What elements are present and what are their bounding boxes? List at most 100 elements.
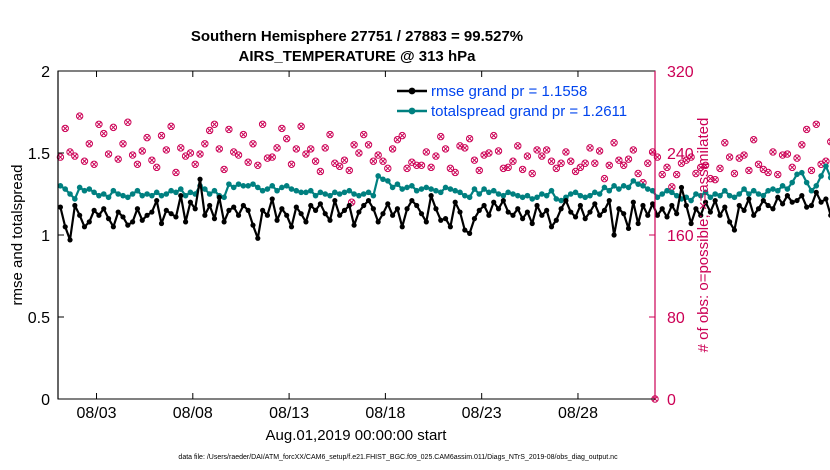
totalspread-point bbox=[640, 183, 646, 189]
obs-assimilated-point bbox=[573, 168, 579, 175]
rmse-point bbox=[221, 219, 227, 225]
obs-assimilated-point bbox=[91, 161, 97, 167]
obs-assimilated-point bbox=[77, 113, 83, 119]
rmse-point bbox=[467, 230, 473, 236]
obs-possible-point bbox=[355, 149, 363, 157]
totalspread-point bbox=[823, 163, 829, 169]
obs-possible-point bbox=[128, 151, 137, 159]
x-tick-label: 08/23 bbox=[462, 405, 502, 422]
obs-assimilated-point bbox=[597, 148, 603, 154]
obs-assimilated-point bbox=[298, 123, 304, 129]
totalspread-point bbox=[784, 186, 791, 192]
rmse-point bbox=[587, 209, 593, 215]
obs-assimilated-point bbox=[385, 165, 391, 171]
totalspread-point bbox=[808, 187, 815, 194]
obs-possible-point bbox=[186, 149, 195, 157]
totalspread-point bbox=[731, 194, 738, 201]
obs-assimilated-point bbox=[770, 149, 776, 155]
obs-assimilated-point bbox=[269, 154, 275, 160]
obs-assimilated-point bbox=[303, 151, 309, 157]
obs-assimilated-point bbox=[375, 152, 381, 158]
legend-totalspread-label: totalspread grand pr = 1.2611 bbox=[431, 103, 627, 120]
obs-possible-point bbox=[292, 145, 301, 153]
totalspread-point bbox=[548, 187, 555, 194]
obs-assimilated-point bbox=[688, 154, 694, 160]
totalspread-point bbox=[423, 184, 430, 191]
obs-assimilated-point bbox=[736, 155, 742, 161]
rmse-point bbox=[105, 216, 112, 222]
obs-possible-point bbox=[827, 138, 830, 146]
totalspread-point bbox=[230, 184, 237, 191]
totalspread-point bbox=[312, 192, 319, 199]
chart-title: Southern Hemisphere 27751 / 27883 = 99.5… bbox=[191, 28, 523, 45]
rmse-point bbox=[597, 212, 603, 218]
obs-possible-point bbox=[307, 145, 315, 153]
obs-assimilated-point bbox=[221, 166, 227, 172]
totalspread-point bbox=[630, 178, 637, 184]
obs-possible-point bbox=[509, 157, 517, 165]
obs-assimilated-point bbox=[317, 168, 323, 175]
left-y-axis-label: rmse and totalspread bbox=[9, 165, 26, 306]
totalspread-point bbox=[442, 184, 449, 191]
obs-assimilated-point bbox=[500, 165, 506, 171]
obs-assimilated-point bbox=[722, 140, 728, 146]
totalspread-point bbox=[250, 181, 256, 187]
rmse-point bbox=[577, 202, 583, 209]
rmse-point bbox=[187, 199, 193, 205]
rmse-point bbox=[645, 212, 651, 218]
rmse-point bbox=[365, 197, 372, 204]
obs-assimilated-point bbox=[255, 162, 261, 168]
obs-possible-point bbox=[475, 166, 483, 175]
totalspread-point bbox=[582, 194, 588, 201]
obs-possible-point bbox=[56, 153, 65, 161]
obs-possible-point bbox=[311, 157, 320, 165]
totalspread-point bbox=[428, 186, 434, 192]
obs-assimilated-point bbox=[327, 131, 333, 138]
rmse-point bbox=[375, 219, 381, 225]
rmse-point bbox=[72, 202, 78, 209]
rmse-point bbox=[558, 206, 564, 212]
rmse-point bbox=[491, 199, 497, 205]
rmse-point bbox=[563, 197, 569, 204]
obs-possible-point bbox=[201, 140, 209, 148]
rmse-point bbox=[804, 204, 810, 210]
rmse-point bbox=[168, 211, 174, 217]
obs-assimilated-point bbox=[524, 153, 530, 159]
obs-possible-point bbox=[648, 148, 657, 156]
obs-possible-point bbox=[148, 156, 156, 164]
totalspread-point bbox=[558, 197, 564, 204]
totalspread-point bbox=[803, 179, 810, 186]
rmse-point bbox=[693, 206, 699, 212]
obs-assimilated-point bbox=[587, 145, 593, 151]
rmse-point bbox=[120, 214, 126, 220]
left-y-tick-label: 1 bbox=[41, 228, 50, 245]
totalspread-point bbox=[447, 186, 454, 192]
rmse-point bbox=[337, 212, 343, 218]
totalspread-point bbox=[149, 192, 155, 199]
rmse-point bbox=[269, 196, 275, 202]
obs-assimilated-point bbox=[447, 165, 453, 171]
totalspread-point bbox=[139, 192, 146, 199]
rmse-point bbox=[341, 207, 348, 213]
obs-assimilated-point bbox=[702, 162, 709, 168]
obs-possible-point bbox=[740, 151, 748, 159]
obs-possible-point bbox=[167, 122, 175, 131]
totalspread-point bbox=[770, 186, 776, 192]
totalspread-point bbox=[413, 187, 420, 194]
obs-possible-point bbox=[258, 120, 267, 129]
obs-assimilated-point bbox=[346, 167, 352, 173]
obs-possible-point bbox=[552, 164, 561, 173]
obs-possible-point bbox=[225, 125, 233, 134]
rmse-point bbox=[351, 222, 357, 228]
totalspread-point bbox=[765, 187, 771, 194]
rmse-point bbox=[457, 209, 463, 215]
obs-possible-point bbox=[249, 140, 257, 148]
totalspread-point bbox=[404, 184, 410, 191]
obs-assimilated-point bbox=[544, 147, 550, 153]
totalspread-point bbox=[144, 191, 150, 197]
rmse-point bbox=[481, 202, 487, 209]
obs-assimilated-point bbox=[192, 161, 198, 167]
rmse-point bbox=[476, 207, 482, 213]
obs-assimilated-point bbox=[775, 171, 781, 178]
rmse-point bbox=[130, 219, 136, 225]
